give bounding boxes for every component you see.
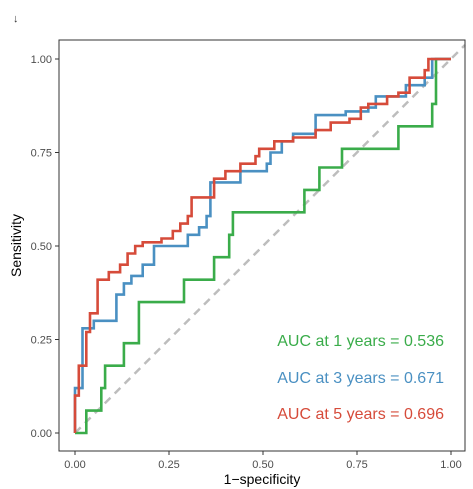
reference-diagonal-line — [74, 44, 466, 434]
y-axis-title: Sensitivity — [8, 214, 24, 277]
corner-mark: ↓ — [13, 13, 19, 25]
x-axis-title: 1−specificity — [224, 471, 301, 487]
plot-area — [58, 39, 466, 452]
y-tick-label: 0.50 — [31, 241, 52, 253]
panel-border — [58, 39, 466, 452]
auc-annotation-1: AUC at 1 years = 0.536 — [277, 333, 444, 350]
axis-ticks: 0.00 0.25 0.50 0.75 1.00 0.00 0.25 0.50 0.75 1.00 — [31, 54, 462, 471]
roc-curve-1 — [75, 57, 451, 435]
x-tick-label: 0.50 — [252, 459, 273, 471]
y-tick-label: 0.75 — [31, 148, 52, 160]
y-tick-label: 0.00 — [31, 428, 52, 440]
auc-annotation-2: AUC at 3 years = 0.671 — [277, 370, 444, 387]
auc-annotations: AUC at 1 years = 0.536 AUC at 3 years = 0… — [277, 333, 444, 423]
y-tick-label: 0.25 — [31, 335, 52, 347]
roc-curve-2 — [73, 57, 451, 433]
x-tick-label: 0.00 — [64, 459, 85, 471]
roc-curve-3 — [73, 57, 451, 433]
x-tick-label: 1.00 — [440, 459, 461, 471]
x-tick-label: 0.25 — [158, 459, 179, 471]
y-tick-label: 1.00 — [31, 54, 52, 66]
auc-annotation-3: AUC at 5 years = 0.696 — [277, 406, 444, 423]
x-tick-label: 0.75 — [346, 459, 367, 471]
